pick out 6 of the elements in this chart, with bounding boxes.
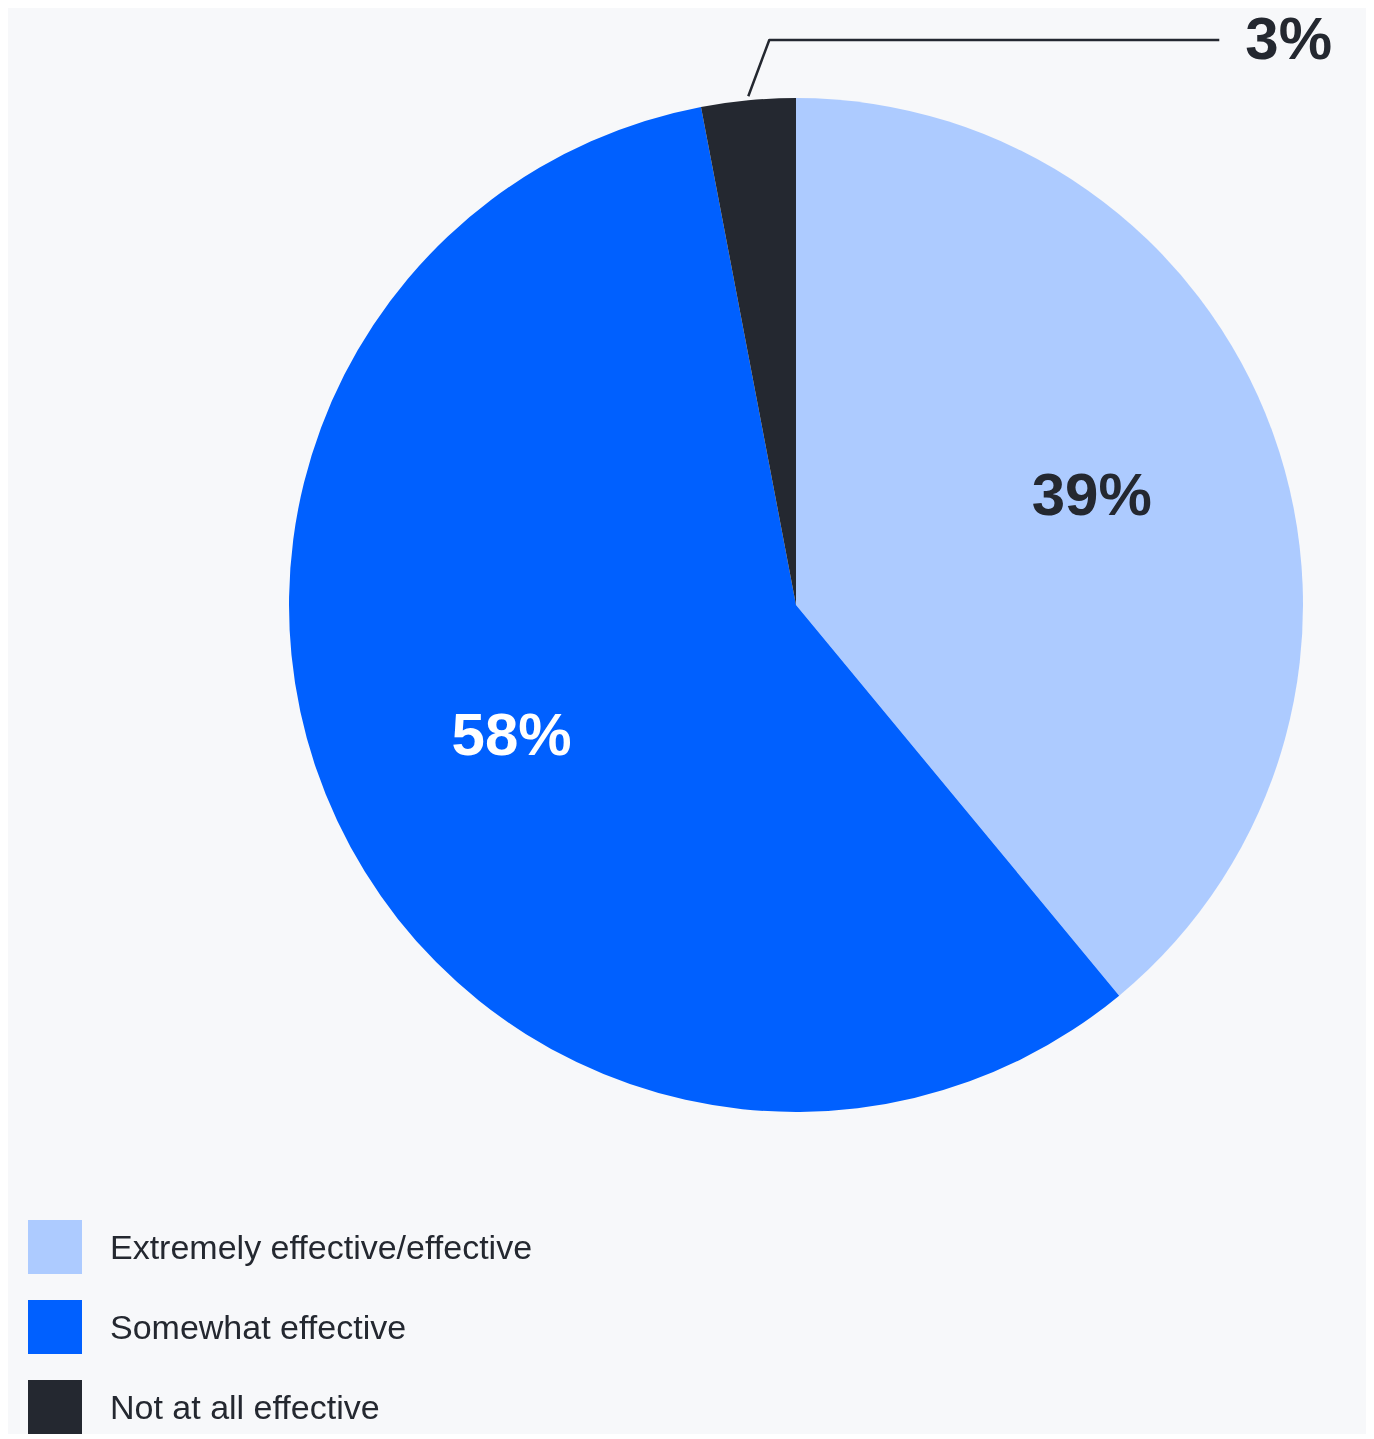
data-label: 39% [1031, 461, 1152, 529]
legend-label: Extremely effective/effective [110, 1227, 533, 1267]
data-label: 58% [451, 701, 572, 769]
legend-label: Not at all effective [110, 1387, 380, 1427]
legend-label: Somewhat effective [110, 1307, 407, 1347]
data-label: 3% [1245, 4, 1333, 72]
